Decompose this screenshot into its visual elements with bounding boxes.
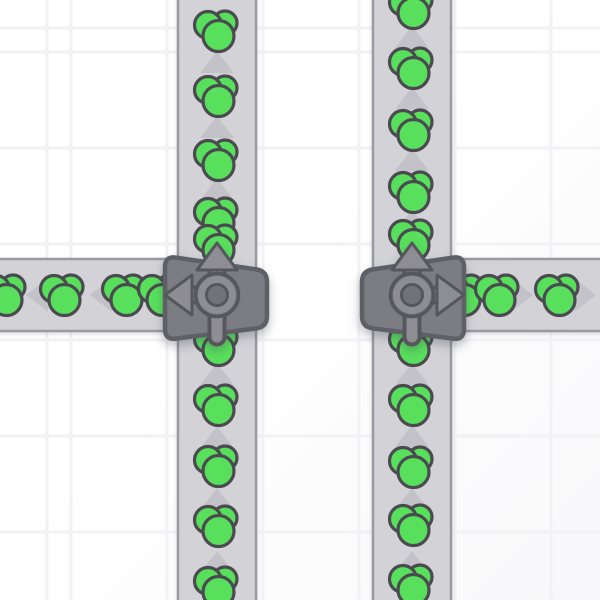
belt-arrow-up-icon — [200, 178, 234, 200]
belt-arrow-up-icon — [200, 116, 234, 138]
splitter-output-arrow-up-icon — [390, 241, 434, 272]
item-green-cluster — [533, 273, 580, 318]
item-circle-front — [201, 453, 236, 489]
splitter-hub-ring-band — [198, 276, 236, 314]
item-green-cluster — [192, 504, 239, 549]
belt-arrow-up-icon — [395, 363, 429, 385]
item-circle-front — [201, 392, 236, 428]
item-green-cluster — [192, 565, 239, 600]
item-circle-front — [396, 512, 431, 548]
item-green-cluster — [0, 273, 27, 318]
item-circle-front — [396, 454, 431, 490]
item-green-cluster — [192, 9, 239, 54]
splitter-output-arrow-left-icon — [163, 273, 194, 317]
item-circle-front — [396, 392, 431, 428]
item-green-cluster — [100, 273, 147, 318]
item-circle-front — [201, 574, 236, 600]
item-circle-front — [0, 282, 24, 318]
item-green-cluster — [387, 0, 434, 31]
item-circle-front — [396, 0, 431, 31]
item-green-cluster — [473, 273, 520, 318]
item-green-cluster — [192, 444, 239, 489]
item-green-cluster — [192, 138, 239, 183]
item-circle-front — [396, 572, 431, 600]
item-circle-front — [201, 513, 236, 549]
belt-arrow-up-icon — [200, 426, 234, 448]
item-circle-front — [201, 83, 236, 119]
belt-arrow-up-icon — [200, 51, 234, 73]
item-green-cluster — [192, 383, 239, 428]
item-green-cluster — [387, 46, 434, 91]
item-green-cluster — [387, 108, 434, 153]
item-green-cluster — [192, 74, 239, 119]
belt-arrow-up-icon — [395, 87, 429, 109]
splitter-output-arrow-right-icon — [435, 273, 466, 317]
splitter-right[interactable] — [359, 241, 467, 347]
item-green-cluster — [387, 383, 434, 428]
splitter-output-arrow-up-icon — [195, 241, 239, 272]
item-circle-front — [201, 147, 236, 183]
item-green-cluster — [387, 170, 434, 215]
belt-arrow-up-icon — [200, 363, 234, 385]
splitter-hub-inner-ring — [400, 283, 424, 307]
item-circle-front — [482, 282, 517, 318]
item-green-cluster — [387, 503, 434, 548]
item-circle-front — [396, 179, 431, 215]
item-circle-front — [396, 117, 431, 153]
item-green-cluster — [387, 563, 434, 600]
item-green-cluster — [38, 273, 85, 318]
belt-arrow-up-icon — [395, 149, 429, 171]
belt-arrow-up-icon — [395, 26, 429, 48]
splitter-hub-inner-ring — [205, 283, 229, 307]
belt-arrow-up-icon — [395, 425, 429, 447]
splitter-left[interactable] — [162, 241, 270, 347]
item-circle-front — [542, 282, 577, 318]
item-circle-front — [47, 282, 82, 318]
item-circle-front — [396, 55, 431, 91]
splitter-hub-ring-band — [393, 276, 431, 314]
item-circle-front — [201, 18, 236, 54]
item-green-cluster — [387, 445, 434, 490]
